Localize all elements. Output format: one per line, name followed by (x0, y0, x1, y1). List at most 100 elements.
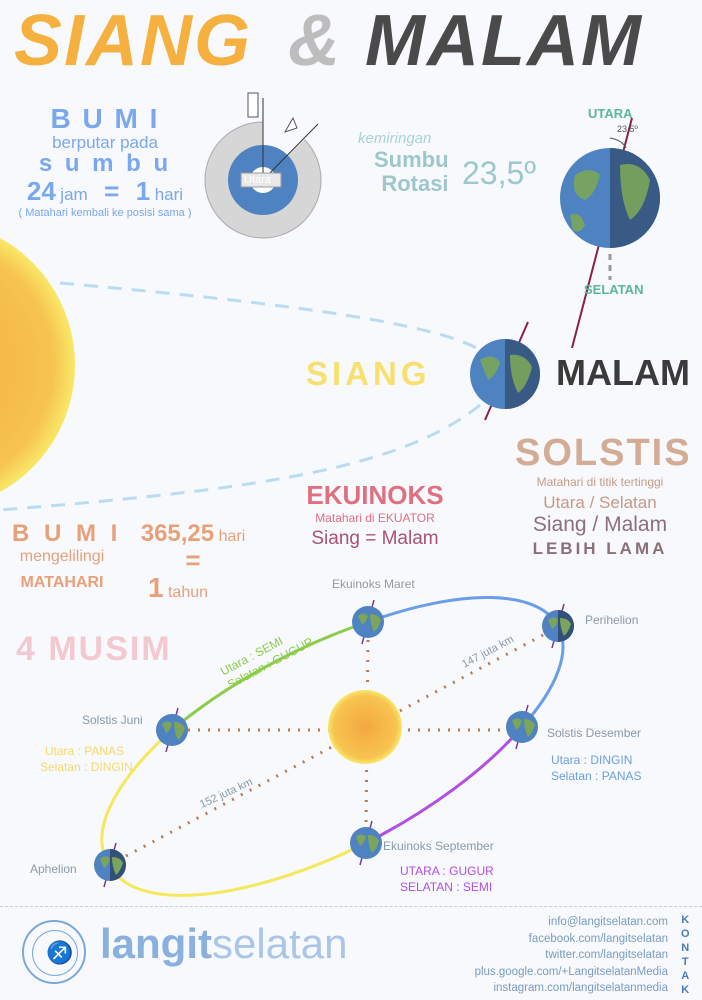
orbit-segment-spring (171, 620, 369, 732)
label-ekuinoks-september: Ekuinoks September (383, 839, 494, 853)
title-siang: SIANG (14, 1, 253, 81)
orbit-segment-winter (100, 728, 367, 897)
sep-south-value: SEMI (462, 880, 493, 894)
earth-aphelion (94, 842, 126, 888)
rotasi-text: Rotasi (381, 171, 449, 196)
contact-list: info@langitselatan.com facebook.com/lang… (475, 914, 668, 997)
sep-south-label: SELATAN : (400, 880, 463, 894)
juni-south-label: Selatan : (40, 760, 91, 774)
revolution-right: 365,25 hari = 1 tahun (128, 520, 258, 604)
bumi2-label: B U M I (12, 520, 122, 547)
ekuinoks-line1: Matahari di EKUATOR (315, 511, 435, 525)
north-label: UTARA (588, 106, 633, 121)
malam-label: MALAM (556, 352, 690, 393)
days-count: 365,25 (140, 520, 215, 547)
tahun-label: tahun (167, 584, 209, 601)
des-south-value: PANAS (601, 769, 642, 783)
ekuinoks-block: EKUINOKS Matahari di EKUATOR Siang = Mal… (300, 480, 450, 550)
juni-south-value: DINGIN (90, 760, 133, 774)
contact-facebook[interactable]: facebook.com/langitselatan (528, 932, 668, 945)
rotation-block: B U M I berputar pada s u m b u 24 jam =… (0, 103, 210, 219)
hours-value: 24 (26, 176, 56, 206)
earth-juni (156, 707, 188, 753)
des-north-label: Utara : (551, 753, 591, 767)
juni-labels: Utara : PANAS Selatan : DINGIN (40, 743, 133, 775)
sep-north-value: GUGUR (449, 864, 494, 878)
equals2-sign: = (185, 545, 201, 575)
siang-label: SIANG (306, 355, 431, 392)
hari2-label: hari (218, 528, 246, 545)
ekuinoks-line2: Siang = Malam (311, 528, 439, 549)
earth-perihelion (542, 603, 574, 649)
earth-maret (352, 599, 384, 645)
september-labels: UTARA : GUGUR SELATAN : SEMI (400, 863, 494, 895)
days-value: 1 (135, 176, 151, 206)
label-aphelion: Aphelion (30, 862, 77, 876)
kontak-letter: N (681, 942, 690, 954)
earth-september (350, 820, 382, 866)
big-sun (0, 238, 75, 492)
kontak-letter: A (681, 970, 690, 982)
kontak-letter: T (681, 956, 689, 968)
revolution-left: B U M I mengelilingi MATAHARI (12, 520, 122, 592)
arrow-icon (283, 116, 298, 133)
brand-logo[interactable]: langitselatan (100, 920, 347, 968)
utara-diagram-label: Utara (244, 174, 271, 186)
juni-north-label: Utara : (44, 744, 85, 758)
title-malam: MALAM (365, 1, 643, 81)
title-amp: & (288, 1, 342, 81)
distance-line-vertical (364, 639, 370, 827)
des-north-value: DINGIN (590, 753, 633, 767)
contact-googleplus[interactable]: plus.google.com/+LangitselatanMedia (474, 965, 668, 978)
person-icon (247, 92, 259, 118)
label-ekuinoks-maret: Ekuinoks Maret (332, 577, 415, 591)
label-solstis-desember: Solstis Desember (547, 726, 642, 740)
rotation-note: ( Matahari kembali ke posisi sama ) (18, 207, 192, 219)
matahari-label: MATAHARI (20, 574, 104, 591)
equals-sign: = (104, 176, 120, 206)
label-solstis-juni: Solstis Juni (82, 713, 143, 727)
tilted-earth (560, 117, 660, 349)
small-angle-label: 23.5º (617, 124, 638, 134)
label-perihelion: Perihelion (585, 613, 639, 627)
years-count: 1 (147, 572, 164, 603)
solstis-line3: Siang / Malam (532, 513, 668, 536)
rotation-diagram (204, 92, 322, 239)
contact-instagram[interactable]: instagram.com/langitselatanmedia (493, 982, 668, 994)
kontak-letter: O (681, 928, 690, 940)
orbit-dashed-line (0, 281, 481, 512)
astro-logo: ♐ (22, 920, 86, 984)
footer-divider (0, 906, 702, 907)
season-orbit (100, 596, 565, 897)
solstis-line2: Utara / Selatan (543, 493, 657, 512)
bumi-label: B U M I (50, 103, 160, 134)
solstis-block: SOLSTIS Matahari di titik tertinggi Utar… (515, 432, 692, 559)
brand-light: selatan (212, 920, 348, 967)
kontak-letter: K (681, 914, 690, 926)
sumbu-text: Sumbu (374, 147, 449, 172)
contact-twitter[interactable]: twitter.com/langitselatan (545, 949, 668, 961)
berputar-label: berputar pada (52, 133, 158, 152)
solstis-line4: LEBIH LAMA (532, 539, 668, 558)
orbit-segment-autumn (365, 726, 524, 845)
solstis-title: SOLSTIS (515, 432, 692, 474)
desember-labels: Utara : DINGIN Selatan : PANAS (551, 752, 642, 784)
des-south-label: Selatan : (551, 769, 602, 783)
brand-bold: langit (100, 920, 212, 967)
kemiringan-label: kemiringan (358, 130, 432, 147)
sumbu-label: s u m b u (38, 150, 172, 177)
tilt-angle: 23,5º (462, 155, 536, 191)
contact-email[interactable]: info@langitselatan.com (548, 916, 668, 928)
sep-north-label: UTARA : (400, 864, 450, 878)
archer-icon: ♐ (46, 940, 74, 965)
mengelilingi-label: mengelilingi (19, 548, 105, 565)
juni-north-value: PANAS (84, 744, 124, 758)
hari-label: hari (154, 185, 184, 204)
earth-desember (506, 704, 538, 750)
sumbu-rotasi-label: Sumbu Rotasi (374, 148, 449, 196)
kontak-letter: K (681, 984, 690, 996)
south-label: SELATAN (584, 282, 644, 297)
jam-label: jam (60, 185, 88, 204)
